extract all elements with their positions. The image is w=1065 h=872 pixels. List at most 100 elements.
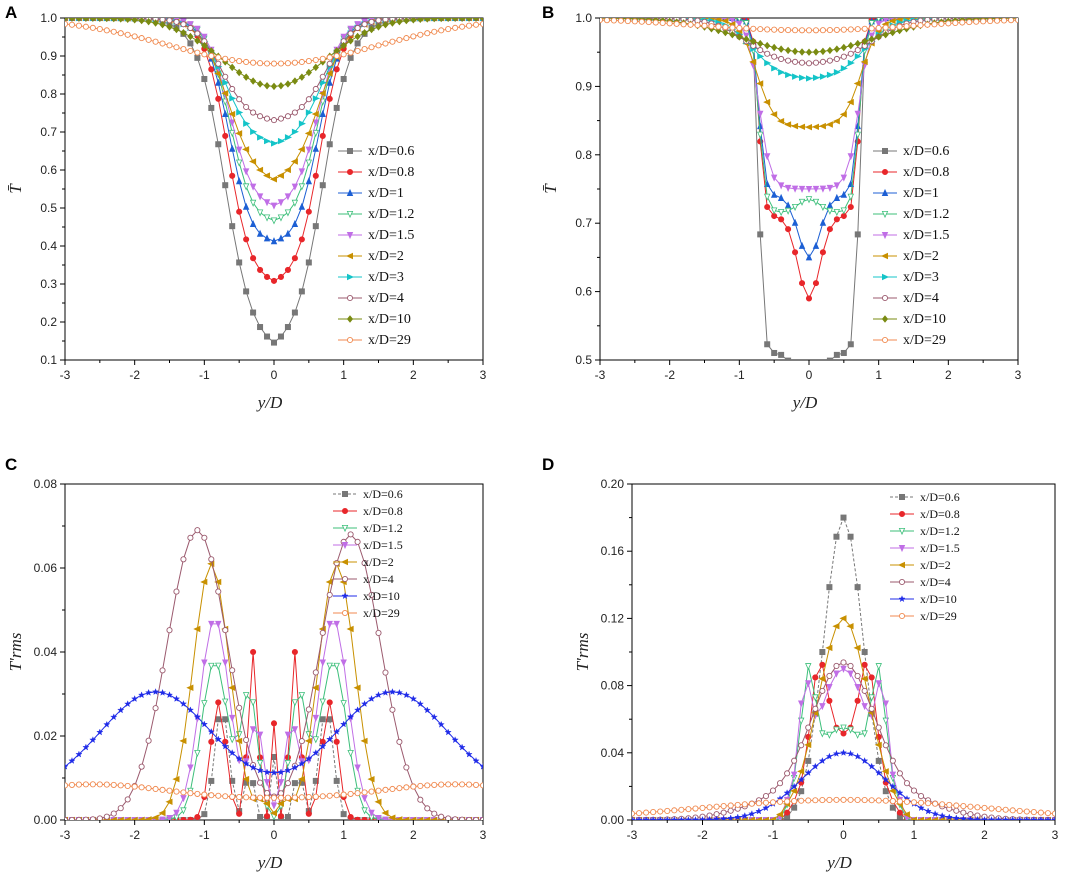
data-point bbox=[374, 691, 383, 699]
data-point bbox=[243, 236, 250, 243]
panel-letter-b: B bbox=[542, 3, 554, 22]
data-point bbox=[916, 816, 925, 820]
data-point bbox=[945, 813, 953, 820]
y-tick-label: 0.00 bbox=[34, 813, 58, 827]
data-point bbox=[124, 700, 132, 708]
data-point bbox=[445, 781, 452, 788]
data-point bbox=[263, 768, 271, 776]
data-point bbox=[749, 58, 757, 66]
data-point bbox=[1014, 18, 1018, 23]
data-point bbox=[652, 19, 659, 26]
data-point bbox=[868, 20, 875, 28]
data-point bbox=[1044, 816, 1052, 820]
y-tick-label: 0.20 bbox=[601, 477, 625, 491]
data-point bbox=[326, 662, 333, 670]
y-tick-label: 0.04 bbox=[34, 645, 58, 659]
legend-label: x/D=1 bbox=[368, 186, 404, 201]
data-point bbox=[727, 802, 734, 809]
data-point bbox=[214, 735, 222, 743]
data-point bbox=[194, 30, 201, 37]
data-point bbox=[375, 23, 382, 31]
legend-marker bbox=[341, 542, 349, 550]
data-point bbox=[757, 39, 764, 48]
series-line bbox=[600, 18, 1018, 80]
data-point bbox=[305, 96, 312, 103]
data-point bbox=[89, 18, 96, 22]
data-point bbox=[757, 231, 764, 238]
data-point bbox=[402, 816, 410, 820]
data-point bbox=[215, 716, 222, 723]
data-point bbox=[222, 79, 230, 86]
data-point bbox=[347, 54, 354, 61]
data-point bbox=[360, 700, 369, 707]
data-point bbox=[771, 26, 778, 33]
x-tick-label: 2 bbox=[410, 368, 417, 382]
data-point bbox=[131, 18, 138, 24]
data-point bbox=[853, 644, 861, 652]
data-point bbox=[284, 193, 292, 201]
legend-marker bbox=[346, 294, 354, 302]
panel-letter-c: C bbox=[5, 455, 17, 474]
data-point bbox=[263, 214, 271, 222]
data-point bbox=[791, 218, 799, 226]
data-point bbox=[215, 141, 222, 148]
legend-marker bbox=[346, 188, 354, 197]
data-point bbox=[262, 172, 271, 179]
data-point bbox=[312, 172, 319, 179]
data-point bbox=[166, 42, 173, 49]
data-point bbox=[825, 644, 833, 652]
data-point bbox=[684, 816, 692, 820]
x-tick-label: 1 bbox=[875, 368, 882, 382]
data-point bbox=[172, 775, 180, 783]
data-point bbox=[946, 801, 953, 808]
data-point bbox=[333, 777, 340, 784]
data-point bbox=[284, 134, 292, 141]
data-point bbox=[1044, 810, 1051, 817]
data-point bbox=[861, 687, 868, 694]
data-point bbox=[318, 90, 326, 97]
data-point bbox=[790, 771, 798, 779]
legend-marker bbox=[346, 168, 354, 176]
data-point bbox=[145, 36, 152, 43]
data-point bbox=[319, 73, 326, 80]
data-point bbox=[987, 18, 994, 25]
data-point bbox=[479, 20, 483, 27]
data-point bbox=[75, 22, 82, 29]
y-axis-title: T′rms bbox=[573, 632, 592, 671]
data-point bbox=[354, 790, 361, 797]
data-point bbox=[340, 659, 347, 667]
data-point bbox=[229, 223, 236, 230]
data-point bbox=[1051, 816, 1055, 820]
data-point bbox=[798, 198, 806, 206]
data-point bbox=[452, 816, 459, 820]
data-point bbox=[207, 728, 215, 735]
y-tick-label: 0.8 bbox=[40, 87, 57, 101]
data-point bbox=[826, 796, 833, 803]
data-point bbox=[179, 700, 188, 707]
data-point bbox=[833, 55, 840, 63]
data-point bbox=[743, 20, 750, 28]
data-point bbox=[715, 23, 722, 30]
legend-label: x/D=0.8 bbox=[368, 165, 414, 180]
data-point bbox=[395, 688, 403, 696]
legend-marker bbox=[898, 612, 906, 620]
data-point bbox=[89, 781, 96, 788]
data-point bbox=[784, 184, 792, 192]
data-point bbox=[910, 787, 918, 794]
data-point bbox=[812, 185, 820, 193]
data-point bbox=[459, 23, 466, 30]
data-point bbox=[312, 85, 319, 93]
data-point bbox=[368, 18, 375, 25]
data-point bbox=[201, 41, 208, 50]
data-point bbox=[840, 796, 847, 803]
data-point bbox=[791, 122, 799, 130]
data-point bbox=[166, 23, 173, 31]
chart-panel-c: -3 -2 -1 0 1 2 3 0.00 0.02 0.04 0.06 0.08 y/D T′rms x/… bbox=[6, 477, 487, 872]
data-point bbox=[312, 749, 320, 756]
data-point bbox=[228, 714, 236, 722]
data-point bbox=[741, 801, 748, 808]
data-point bbox=[854, 110, 861, 118]
data-point bbox=[438, 27, 445, 34]
data-point bbox=[277, 779, 285, 787]
data-point bbox=[643, 809, 650, 816]
